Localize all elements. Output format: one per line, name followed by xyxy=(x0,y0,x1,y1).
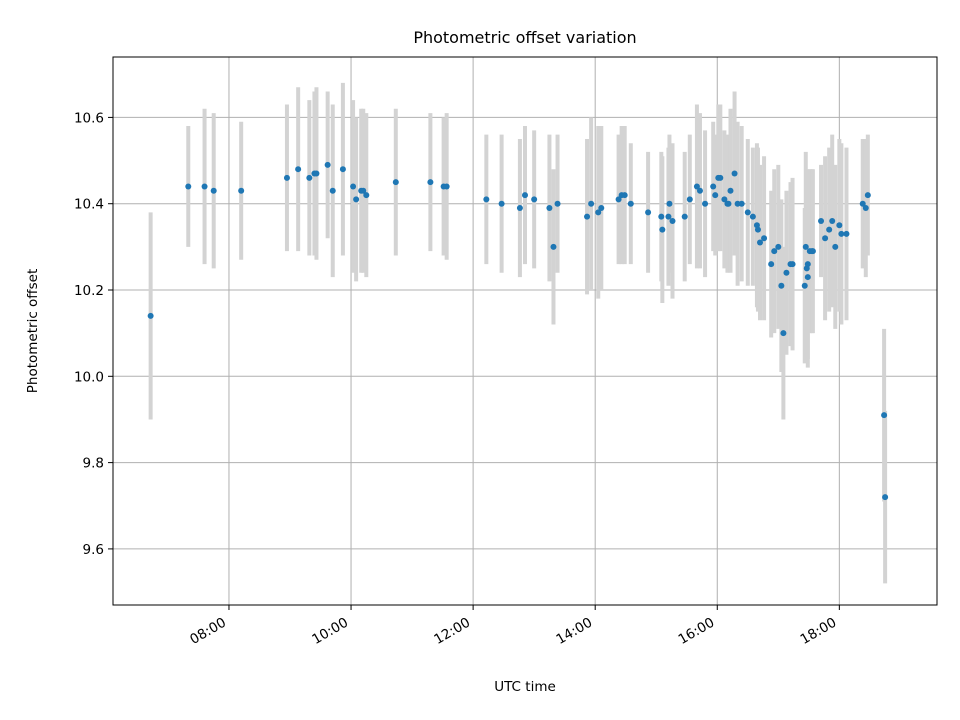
data-point xyxy=(427,179,434,186)
data-point xyxy=(306,174,313,181)
data-point xyxy=(738,200,745,207)
data-point xyxy=(516,205,523,212)
data-point xyxy=(775,243,782,250)
data-point xyxy=(185,183,192,190)
data-point xyxy=(731,170,738,177)
data-point xyxy=(598,205,605,212)
data-point xyxy=(283,174,290,181)
data-point xyxy=(727,187,734,194)
data-point xyxy=(789,261,796,268)
data-point xyxy=(531,196,538,203)
data-point xyxy=(627,200,634,207)
data-point xyxy=(554,200,561,207)
data-point xyxy=(686,196,693,203)
data-point xyxy=(483,196,490,203)
data-point xyxy=(744,209,751,216)
data-point xyxy=(659,226,666,233)
data-point xyxy=(498,200,505,207)
data-point xyxy=(324,161,331,168)
data-point xyxy=(778,282,785,289)
data-point xyxy=(588,200,595,207)
data-point xyxy=(392,179,399,186)
y-tick-label: 10.6 xyxy=(74,110,104,126)
data-point xyxy=(717,174,724,181)
data-point xyxy=(363,192,370,199)
data-point xyxy=(658,213,665,220)
data-point xyxy=(838,230,845,237)
data-point xyxy=(768,261,775,268)
data-points xyxy=(147,161,889,501)
chart-title: Photometric offset variation xyxy=(413,28,636,47)
data-point xyxy=(836,222,843,229)
data-point xyxy=(826,226,833,233)
data-point xyxy=(804,274,811,281)
data-point xyxy=(725,200,732,207)
data-point xyxy=(546,205,553,212)
data-point xyxy=(339,166,346,173)
data-point xyxy=(666,200,673,207)
y-tick-label: 9.6 xyxy=(83,542,104,558)
data-point xyxy=(295,166,302,173)
data-point xyxy=(832,243,839,250)
axes-frame xyxy=(112,56,938,606)
data-point xyxy=(829,217,836,224)
data-point xyxy=(681,213,688,220)
data-point xyxy=(522,192,528,199)
data-point xyxy=(201,183,208,190)
data-point xyxy=(783,269,790,276)
data-point xyxy=(584,213,591,220)
data-point xyxy=(721,196,728,203)
data-point xyxy=(238,187,245,194)
data-point xyxy=(210,187,217,194)
data-point xyxy=(882,494,889,501)
data-point xyxy=(693,183,700,190)
y-tick-label: 10.2 xyxy=(74,283,104,299)
y-tick-label: 10.4 xyxy=(74,197,104,213)
data-point xyxy=(360,187,367,194)
data-point xyxy=(621,192,628,199)
data-point xyxy=(443,183,450,190)
data-point xyxy=(350,183,357,190)
data-point xyxy=(864,192,871,199)
data-point xyxy=(801,282,808,289)
data-point xyxy=(353,196,360,203)
data-point xyxy=(749,213,756,220)
data-point xyxy=(809,248,816,255)
data-point xyxy=(802,243,809,250)
data-point xyxy=(669,217,676,224)
y-tick-label: 10.0 xyxy=(74,369,104,385)
data-point xyxy=(818,217,825,224)
data-point xyxy=(862,205,869,212)
data-point xyxy=(754,226,761,233)
y-axis-ticks: 9.6 9.8 10.0 10.2 10.4 10.6 xyxy=(74,110,113,558)
data-point xyxy=(881,412,888,419)
data-point xyxy=(771,248,778,255)
data-point xyxy=(696,187,703,194)
data-point xyxy=(702,200,709,207)
y-tick-label: 9.8 xyxy=(83,456,104,472)
data-point xyxy=(615,196,622,203)
x-axis-label: UTC time xyxy=(494,679,556,695)
data-point xyxy=(843,230,850,237)
data-point xyxy=(804,261,811,268)
data-point xyxy=(756,239,763,246)
data-point xyxy=(147,312,154,319)
data-point xyxy=(780,330,787,337)
data-point xyxy=(822,235,829,242)
data-point xyxy=(329,187,336,194)
data-point xyxy=(761,235,768,242)
data-point xyxy=(595,209,602,216)
y-axis-label: Photometric offset xyxy=(25,269,41,393)
data-point xyxy=(859,200,866,207)
data-point xyxy=(710,183,717,190)
data-point xyxy=(550,243,557,250)
data-point xyxy=(712,192,719,199)
data-point xyxy=(645,209,652,216)
data-point xyxy=(313,170,320,177)
data-point xyxy=(665,213,672,220)
